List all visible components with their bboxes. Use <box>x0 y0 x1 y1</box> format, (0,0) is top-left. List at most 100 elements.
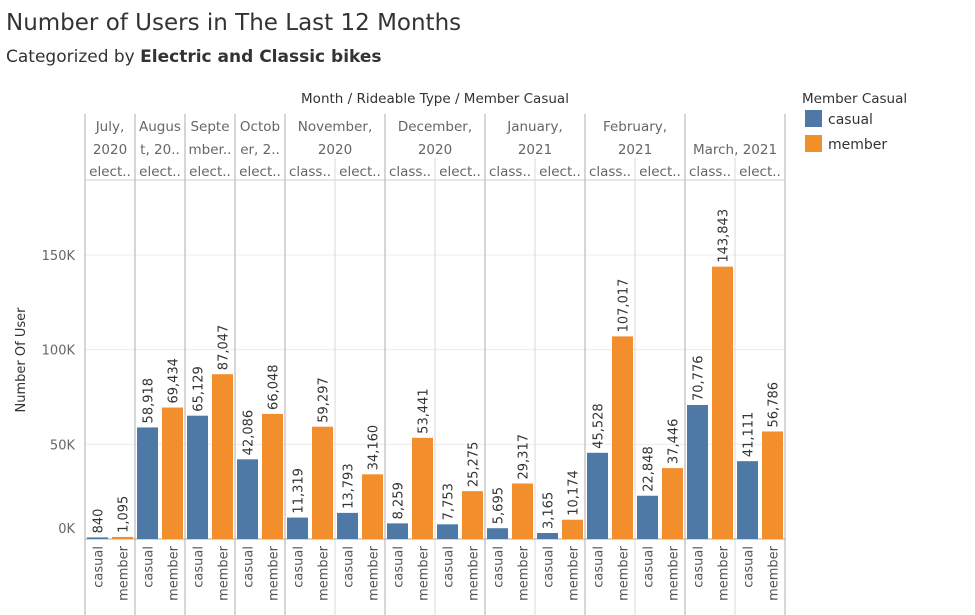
month-label: mber.. <box>189 142 232 158</box>
legend-label-member: member <box>828 137 887 153</box>
month-label: Augus <box>139 119 181 135</box>
rideable-type-label: elect.. <box>89 164 131 180</box>
bar-member <box>412 437 433 539</box>
x-category-label: member <box>667 545 682 601</box>
x-category-label: member <box>517 545 532 601</box>
month-label: t, 20.. <box>140 142 180 158</box>
rideable-type-label: class.. <box>389 164 431 180</box>
bar-casual <box>137 427 158 539</box>
x-category-label: member <box>217 545 232 601</box>
x-category-label: member <box>317 545 332 601</box>
data-label: 7,753 <box>442 483 457 520</box>
bar-casual <box>587 452 608 539</box>
data-label: 840 <box>92 509 107 534</box>
data-label: 22,848 <box>642 446 657 492</box>
bar-member <box>312 426 333 539</box>
x-category-label: member <box>567 545 582 601</box>
y-axis-label: Number Of User <box>14 307 29 413</box>
data-label: 53,441 <box>417 388 432 434</box>
bar-member <box>562 519 583 539</box>
rideable-type-label: elect.. <box>639 164 681 180</box>
month-label: 2020 <box>318 142 352 158</box>
data-label: 56,786 <box>767 382 782 428</box>
y-tick-label: 150K <box>42 249 76 264</box>
data-label: 45,528 <box>592 403 607 449</box>
bar-member <box>662 468 683 539</box>
x-category-label: member <box>367 545 382 601</box>
rideable-type-label: class.. <box>489 164 531 180</box>
data-label: 25,275 <box>467 442 482 488</box>
bar-member <box>712 266 733 539</box>
chart-title: Number of Users in The Last 12 Months <box>6 10 462 36</box>
bar-casual <box>287 517 308 539</box>
bar-casual <box>687 404 708 539</box>
data-label: 11,319 <box>292 468 307 514</box>
y-tick-label: 100K <box>42 344 76 359</box>
x-category-label: casual <box>192 546 207 588</box>
month-label: 2020 <box>93 142 127 158</box>
month-label: 2020 <box>418 142 452 158</box>
x-category-label: casual <box>342 546 357 588</box>
bar-casual <box>437 524 458 539</box>
rideable-type-label: class.. <box>689 164 731 180</box>
data-label: 59,297 <box>317 377 332 423</box>
rideable-type-label: elect.. <box>239 164 281 180</box>
bar-member <box>362 474 383 539</box>
y-tick-label: 50K <box>50 438 76 453</box>
legend-label-casual: casual <box>828 112 873 128</box>
data-label: 13,793 <box>342 463 357 509</box>
x-category-label: casual <box>542 546 557 588</box>
month-label: November, <box>298 119 373 135</box>
data-label: 70,776 <box>692 355 707 401</box>
bar-casual <box>337 512 358 539</box>
x-category-label: member <box>467 545 482 601</box>
data-label: 143,843 <box>717 209 732 263</box>
month-label: December, <box>398 119 472 135</box>
rideable-type-label: class.. <box>589 164 631 180</box>
bar-casual <box>187 415 208 539</box>
data-label: 37,446 <box>667 419 682 465</box>
bar-casual <box>487 528 508 539</box>
data-label: 87,047 <box>217 325 232 371</box>
rideable-type-label: elect.. <box>339 164 381 180</box>
bar-member <box>762 431 783 539</box>
data-label: 41,111 <box>742 412 757 458</box>
bar-member <box>512 483 533 539</box>
bar-member <box>262 413 283 539</box>
x-category-label: casual <box>642 546 657 588</box>
x-category-label: member <box>767 545 782 601</box>
bar-member <box>162 407 183 539</box>
x-category-label: member <box>167 545 182 601</box>
legend-title: Member Casual <box>802 91 907 107</box>
x-category-label: casual <box>492 546 507 588</box>
rideable-type-label: elect.. <box>139 164 181 180</box>
data-label: 34,160 <box>367 425 382 471</box>
bar-member <box>612 336 633 539</box>
data-label: 65,129 <box>192 366 207 412</box>
x-category-label: casual <box>142 546 157 588</box>
data-label: 1,095 <box>117 496 132 533</box>
x-category-label: casual <box>292 546 307 588</box>
x-category-label: member <box>417 545 432 601</box>
x-category-label: casual <box>242 546 257 588</box>
bar-casual <box>737 461 758 539</box>
legend-swatch-casual <box>805 110 822 127</box>
data-label: 42,086 <box>242 410 257 456</box>
data-label: 3,165 <box>542 492 557 529</box>
subtitle-bold: Electric and Classic bikes <box>140 47 382 67</box>
month-label: 2021 <box>618 142 652 158</box>
bar-casual <box>87 537 108 539</box>
month-label: Septe <box>190 119 229 135</box>
month-label: Octob <box>240 119 280 135</box>
x-category-label: member <box>717 545 732 601</box>
x-category-label: casual <box>442 546 457 588</box>
data-label: 69,434 <box>167 358 182 404</box>
bar-member <box>212 374 233 539</box>
bar-member <box>462 491 483 539</box>
month-label: July, <box>95 119 125 135</box>
rideable-type-label: elect.. <box>539 164 581 180</box>
x-category-label: casual <box>742 546 757 588</box>
data-label: 107,017 <box>617 279 632 333</box>
data-label: 29,317 <box>517 434 532 480</box>
